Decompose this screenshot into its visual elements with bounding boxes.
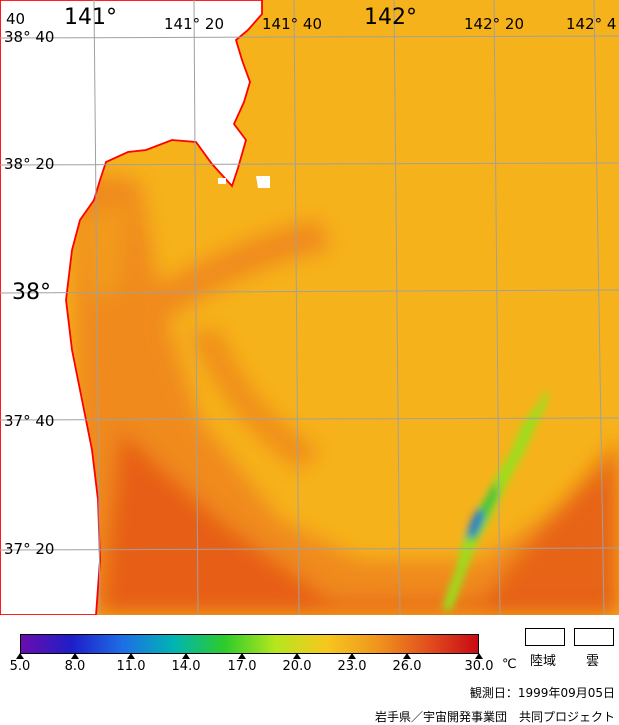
grid-labels: 141° 141° 20 141° 40 142° 142° 20 142° 4 38° 4… bbox=[4, 5, 616, 558]
colorbar-tick-mark bbox=[16, 653, 24, 659]
observation-date: 観測日：1999年09月05日 bbox=[469, 686, 615, 700]
colorbar-tick-label: 30.0 bbox=[464, 659, 494, 674]
credit-text: 岩手県／宇宙開発事業団 共同プロジェクト bbox=[374, 710, 615, 724]
land-legend-swatch bbox=[525, 628, 565, 646]
colorbar-tick-mark bbox=[348, 653, 356, 659]
colorbar-tick-label: 14.0 bbox=[171, 659, 201, 674]
latitude-label: 37° 20 bbox=[4, 540, 54, 558]
longitude-label: 142° bbox=[364, 5, 417, 30]
colorbar-tick-label: 26.0 bbox=[392, 659, 422, 674]
unit-label: ℃ bbox=[502, 657, 517, 672]
grid-line bbox=[493, 0, 501, 615]
lat-lon-grid bbox=[0, 0, 619, 615]
grid-line bbox=[0, 162, 619, 166]
longitude-label: 142° 20 bbox=[464, 15, 524, 33]
cloud-patch bbox=[218, 178, 226, 184]
cold-filament bbox=[442, 388, 548, 610]
longitude-label: 142° 4 bbox=[566, 15, 616, 33]
temperature-variation bbox=[70, 170, 619, 615]
grid-line bbox=[193, 0, 199, 615]
land-layer bbox=[0, 0, 270, 615]
colorbar-tick-mark bbox=[475, 653, 483, 659]
grid-line bbox=[393, 0, 401, 615]
grid-line bbox=[593, 0, 605, 615]
latitude-label: 38° bbox=[12, 280, 51, 305]
latitude-label: 38° 40 bbox=[4, 28, 54, 46]
corner-label: 40 bbox=[6, 10, 25, 28]
colorbar-tick-label: 17.0 bbox=[227, 659, 257, 674]
colorbar-tick-label: 20.0 bbox=[282, 659, 312, 674]
ocean-layer bbox=[0, 0, 619, 615]
cloud-legend-swatch bbox=[574, 628, 614, 646]
colorbar-tick-label: 11.0 bbox=[116, 659, 146, 674]
colorbar-tick-label: 23.0 bbox=[337, 659, 367, 674]
colorbar-tick-label: 5.0 bbox=[9, 659, 31, 674]
land-legend-label: 陸域 bbox=[530, 654, 557, 669]
colorbar-tick-mark bbox=[403, 653, 411, 659]
sea-surface-temperature-map: 141° 141° 20 141° 40 142° 142° 20 142° 4 38° 4… bbox=[0, 0, 619, 615]
colorbar-tick-mark bbox=[182, 653, 190, 659]
colorbar-tick-mark bbox=[71, 653, 79, 659]
latitude-label: 37° 40 bbox=[4, 412, 54, 430]
grid-line bbox=[0, 547, 619, 551]
longitude-label: 141° 40 bbox=[262, 15, 322, 33]
grid-line bbox=[93, 0, 101, 615]
colorbar-tick-label: 8.0 bbox=[64, 659, 86, 674]
cloud-legend-label: 雲 bbox=[586, 654, 600, 669]
grid-line bbox=[0, 417, 619, 421]
latitude-label: 38° 20 bbox=[4, 155, 54, 173]
colorbar-tick-mark bbox=[127, 653, 135, 659]
temperature-colorbar bbox=[20, 634, 479, 654]
longitude-label: 141° 20 bbox=[164, 15, 224, 33]
grid-line bbox=[0, 289, 619, 294]
colorbar-tick-mark bbox=[293, 653, 301, 659]
grid-line bbox=[0, 35, 619, 39]
grid-line bbox=[293, 0, 300, 615]
longitude-label: 141° bbox=[64, 5, 117, 30]
colorbar-tick-mark bbox=[238, 653, 246, 659]
land-mass bbox=[0, 0, 263, 615]
cloud-patch bbox=[256, 176, 270, 188]
